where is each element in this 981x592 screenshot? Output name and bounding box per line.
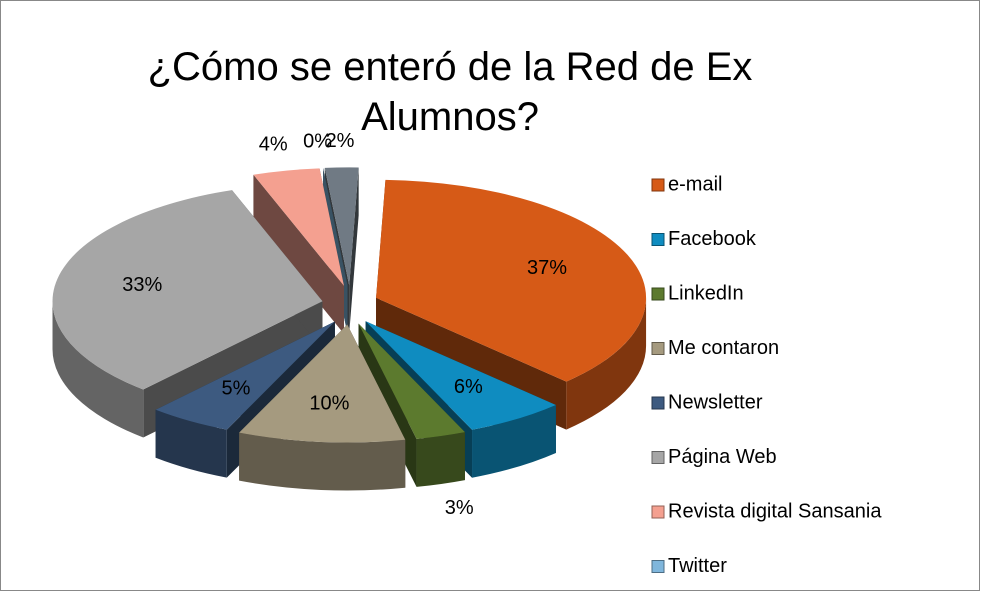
slice-edge — [253, 174, 344, 334]
legend-label: Revista digital Sansania — [668, 500, 882, 522]
legend-swatch — [651, 178, 665, 192]
legend-swatch — [651, 342, 665, 355]
legend-swatch — [651, 451, 665, 464]
data-label: 3% — [445, 497, 474, 519]
legend-swatch — [651, 505, 665, 519]
legend-label: LinkedIn — [668, 282, 744, 304]
legend-label: Twitter — [668, 555, 727, 577]
slice-top — [365, 321, 556, 430]
data-label: 5% — [222, 377, 251, 399]
data-label: 37% — [527, 257, 567, 279]
slice-side — [566, 297, 647, 430]
slice-side — [155, 409, 227, 478]
legend-swatch — [651, 560, 665, 573]
slice-top — [253, 168, 344, 286]
data-label: 33% — [122, 274, 162, 296]
data-label: 0% — [303, 130, 332, 152]
data-label: 6% — [454, 376, 483, 398]
slice-top — [358, 323, 465, 439]
slice-top — [239, 324, 406, 443]
slice-side — [416, 432, 465, 487]
slice — [253, 168, 344, 334]
slice-top — [324, 167, 359, 286]
legend-label: Página Web — [668, 446, 777, 468]
slice-side — [472, 404, 556, 478]
slice-top — [155, 321, 335, 430]
data-label: 10% — [309, 393, 349, 415]
slice-side — [239, 432, 406, 491]
legend-swatch — [651, 396, 665, 410]
data-label: 4% — [259, 134, 288, 156]
legend-swatch — [651, 233, 665, 246]
slice-edge — [349, 167, 359, 334]
data-label: 2% — [326, 130, 355, 152]
legend-label: e-mail — [668, 173, 722, 195]
slice-top — [52, 190, 323, 390]
slice — [239, 324, 406, 491]
chart-title: ¿Cómo se enteró de la Red de Ex Alumnos? — [147, 45, 753, 139]
slice-side — [52, 301, 144, 438]
legend-label: Facebook — [668, 228, 757, 250]
slice-top — [376, 179, 647, 382]
legend-label: Me contaron — [668, 337, 779, 359]
legend-swatch — [651, 287, 665, 301]
legend-label: Newsletter — [668, 391, 763, 413]
